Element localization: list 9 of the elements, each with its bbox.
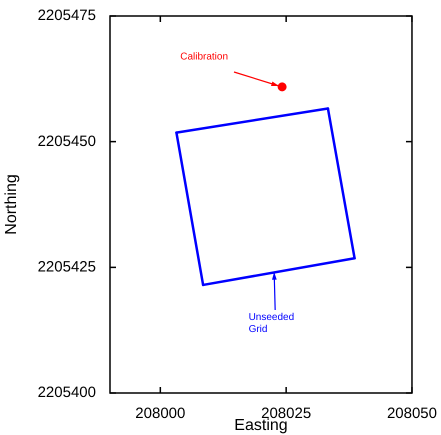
- annotation: Unseeded Grid: [248, 312, 294, 336]
- y-tick-label: 2205475: [38, 7, 96, 24]
- y-axis-title: Northing: [3, 174, 20, 235]
- y-tick-label: 2205425: [38, 258, 96, 276]
- y-tick-label: 2205450: [38, 132, 96, 150]
- y-tick-label: 2205400: [38, 384, 96, 402]
- annotation: Calibration: [180, 52, 228, 63]
- x-tick-label: 208000: [135, 405, 186, 422]
- x-tick-label: 208050: [386, 405, 438, 422]
